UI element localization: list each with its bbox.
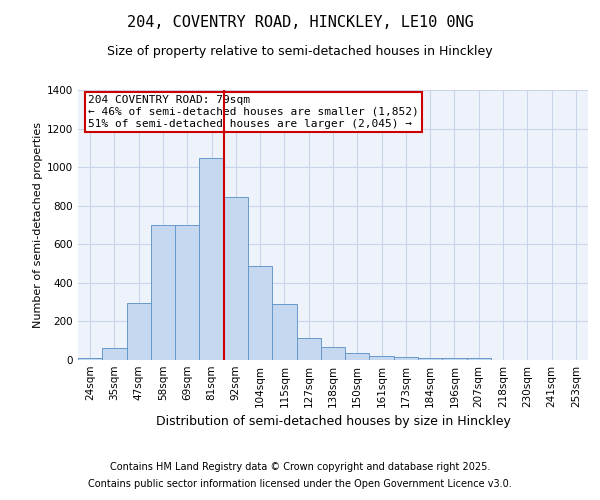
- Bar: [467, 358, 491, 360]
- Bar: [199, 158, 224, 360]
- Bar: [78, 358, 102, 360]
- Bar: [442, 358, 467, 360]
- Bar: [224, 197, 248, 360]
- Text: 204 COVENTRY ROAD: 79sqm
← 46% of semi-detached houses are smaller (1,852)
51% o: 204 COVENTRY ROAD: 79sqm ← 46% of semi-d…: [88, 96, 419, 128]
- X-axis label: Distribution of semi-detached houses by size in Hinckley: Distribution of semi-detached houses by …: [155, 416, 511, 428]
- Bar: [370, 356, 394, 360]
- Bar: [321, 348, 345, 360]
- Text: Size of property relative to semi-detached houses in Hinckley: Size of property relative to semi-detach…: [107, 45, 493, 58]
- Bar: [127, 303, 151, 360]
- Text: 204, COVENTRY ROAD, HINCKLEY, LE10 0NG: 204, COVENTRY ROAD, HINCKLEY, LE10 0NG: [127, 15, 473, 30]
- Bar: [394, 357, 418, 360]
- Bar: [296, 338, 321, 360]
- Text: Contains HM Land Registry data © Crown copyright and database right 2025.: Contains HM Land Registry data © Crown c…: [110, 462, 490, 472]
- Text: Contains public sector information licensed under the Open Government Licence v3: Contains public sector information licen…: [88, 479, 512, 489]
- Bar: [151, 225, 175, 360]
- Bar: [102, 348, 127, 360]
- Bar: [272, 304, 296, 360]
- Y-axis label: Number of semi-detached properties: Number of semi-detached properties: [33, 122, 43, 328]
- Bar: [248, 266, 272, 360]
- Bar: [418, 358, 442, 360]
- Bar: [345, 353, 370, 360]
- Bar: [175, 225, 199, 360]
